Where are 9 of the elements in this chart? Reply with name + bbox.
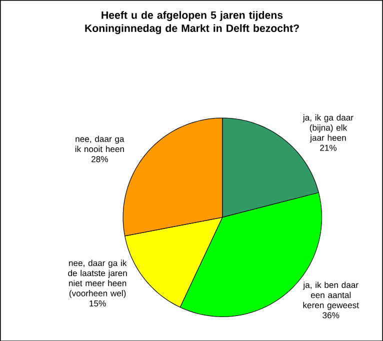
data-label: 21% [320,144,337,151]
data-label: 15% [90,300,106,306]
data-label: 36% [322,312,340,318]
slice-label: ja, ik ben daar een aantal keren geweest [302,282,359,310]
slice-label: nee, daar ga ik de laatste jaren niet meer heen (voorheen wel) [68,260,127,298]
slice-label: ja, ik ga daar (bijna) elk jaar heen [302,114,354,142]
chart-title: Heeft u de afgelopen 5 jaren tijdens Koninginnedag de Markt in Delft bezocht? [85,10,299,34]
slice-label: nee, daar ga ik nooit heen [75,135,124,152]
data-label: 28% [92,156,108,162]
